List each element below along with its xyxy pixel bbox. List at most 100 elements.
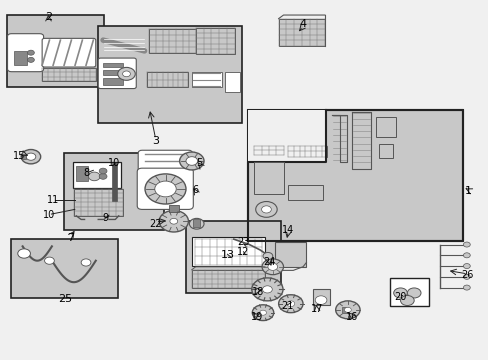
FancyBboxPatch shape — [98, 58, 136, 89]
Circle shape — [259, 310, 266, 315]
Bar — [195, 28, 234, 54]
Text: 16: 16 — [345, 312, 357, 322]
Circle shape — [344, 307, 350, 312]
Circle shape — [463, 253, 469, 258]
Bar — [74, 189, 122, 216]
Bar — [149, 30, 195, 53]
Circle shape — [99, 168, 107, 174]
Bar — [278, 19, 325, 45]
Text: 18: 18 — [251, 287, 264, 297]
Text: 2: 2 — [45, 12, 52, 22]
Text: 8: 8 — [83, 168, 89, 178]
Circle shape — [251, 278, 283, 301]
Bar — [42, 68, 96, 81]
Bar — [191, 237, 264, 266]
Text: 17: 17 — [310, 304, 322, 314]
Circle shape — [26, 153, 36, 160]
Bar — [14, 51, 26, 65]
Circle shape — [185, 157, 197, 165]
Text: 10: 10 — [43, 210, 56, 220]
Text: 22: 22 — [149, 219, 162, 229]
Bar — [103, 78, 122, 85]
Circle shape — [315, 296, 326, 305]
Bar — [168, 205, 178, 212]
Bar — [248, 110, 326, 162]
Circle shape — [252, 305, 273, 320]
Bar — [103, 63, 122, 67]
Bar — [73, 162, 121, 188]
Bar — [11, 239, 118, 298]
Bar — [274, 242, 306, 267]
Circle shape — [88, 172, 100, 181]
Bar — [248, 110, 462, 241]
Text: 23: 23 — [237, 237, 249, 247]
Circle shape — [155, 181, 176, 197]
Circle shape — [267, 263, 277, 270]
Circle shape — [189, 219, 203, 229]
Text: 11: 11 — [47, 195, 60, 206]
Circle shape — [44, 257, 54, 264]
Text: 10: 10 — [107, 158, 120, 168]
Bar — [192, 72, 221, 87]
Bar — [254, 146, 283, 155]
Circle shape — [463, 264, 469, 269]
Text: 12: 12 — [237, 247, 249, 257]
Text: 3: 3 — [152, 136, 159, 145]
Bar — [103, 69, 122, 75]
Bar — [64, 153, 163, 230]
Bar — [375, 117, 395, 137]
Text: 20: 20 — [393, 292, 406, 302]
Bar — [378, 144, 392, 158]
Circle shape — [122, 71, 130, 77]
Text: 24: 24 — [263, 257, 276, 267]
Bar — [288, 146, 327, 157]
Text: 6: 6 — [192, 185, 199, 195]
Circle shape — [18, 249, 30, 258]
Circle shape — [145, 174, 185, 204]
Text: 13: 13 — [220, 250, 234, 260]
Circle shape — [400, 296, 413, 306]
Bar — [254, 162, 283, 194]
Bar — [341, 307, 347, 313]
Text: 9: 9 — [102, 213, 108, 223]
Circle shape — [255, 202, 277, 217]
Circle shape — [262, 286, 272, 293]
FancyBboxPatch shape — [137, 168, 193, 210]
Bar — [112, 163, 117, 201]
Circle shape — [286, 301, 294, 307]
Text: 14: 14 — [282, 225, 294, 235]
Bar — [288, 185, 322, 200]
Bar — [194, 239, 262, 265]
Bar — [312, 289, 329, 305]
Circle shape — [463, 285, 469, 290]
Bar — [21, 154, 26, 159]
Circle shape — [463, 242, 469, 247]
Circle shape — [261, 206, 271, 213]
Circle shape — [27, 57, 34, 62]
Circle shape — [118, 67, 135, 80]
Text: 21: 21 — [281, 301, 293, 311]
Circle shape — [169, 219, 177, 224]
Bar — [185, 221, 281, 293]
Circle shape — [21, 149, 41, 164]
Circle shape — [27, 50, 34, 55]
Circle shape — [335, 301, 359, 319]
Bar — [147, 72, 188, 87]
Circle shape — [463, 274, 469, 279]
Circle shape — [99, 174, 107, 179]
Bar — [389, 278, 428, 306]
Bar — [98, 26, 242, 123]
Circle shape — [263, 252, 272, 260]
Text: 26: 26 — [461, 270, 473, 280]
Circle shape — [278, 295, 303, 313]
FancyBboxPatch shape — [42, 39, 96, 67]
Text: 7: 7 — [67, 233, 74, 243]
Bar — [224, 72, 239, 92]
Bar — [76, 166, 88, 181]
Circle shape — [179, 152, 203, 170]
Bar — [193, 220, 200, 226]
FancyBboxPatch shape — [138, 150, 192, 172]
Circle shape — [393, 288, 407, 298]
Circle shape — [81, 259, 91, 266]
Text: 25: 25 — [59, 294, 72, 304]
